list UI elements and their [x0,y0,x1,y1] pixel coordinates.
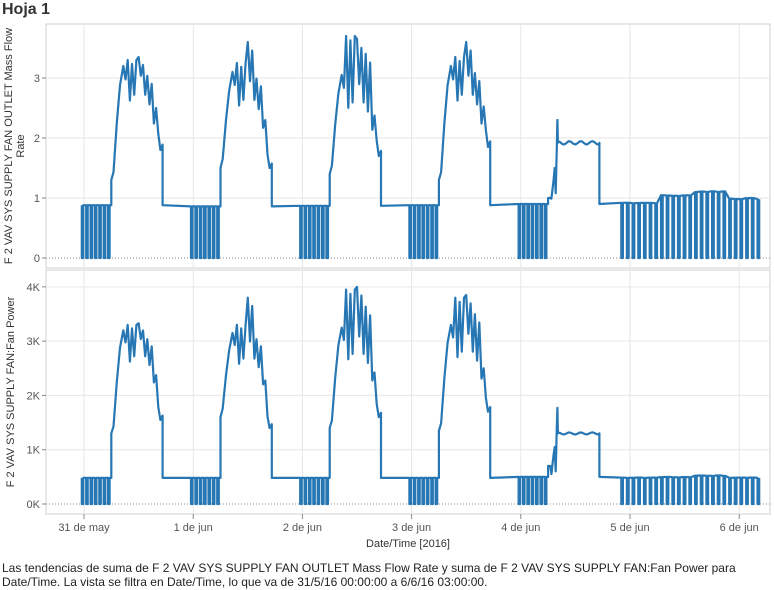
x-tick-label: 2 de jun [283,522,322,534]
panel-1: 0 1 2 3 F 2 VAV SYS SUPPLY FAN OUTLET Mass F… [3,23,771,269]
x-tick-label: 6 de jun [720,522,759,534]
y-axis-title: F 2 VAV SYS SUPPLY FAN OUTLET Mass Flow [3,28,15,264]
y-tick-label: 2 [34,133,40,145]
dual-axis-line-chart: 0 1 2 3 F 2 VAV SYS SUPPLY FAN OUTLET Mass F… [3,23,771,550]
sheet-title: Hoja 1 [2,1,51,18]
y-tick-label: 1K [27,445,41,457]
chart-caption: Las tendencias de suma de F 2 VAV SYS SU… [2,561,736,589]
y-tick-label: 0K [27,499,41,511]
y-axis-title: F 2 VAV SYS SUPPLY FAN:Fan Power [5,296,17,487]
panel-border [45,269,771,515]
x-tick-label: 5 de jun [610,522,649,534]
y-axis-title: Rate [15,134,27,157]
x-axis-title: Date/Time [2016] [366,538,450,550]
x-tick-label: 1 de jun [174,522,213,534]
y-tick-label: 2K [27,390,41,402]
y-tick-label: 1 [34,193,40,205]
panel-2: 0K 1K 2K 3K 4K F 2 VAV SYS SUPPLY FAN:Fan Pow… [5,269,771,515]
y-tick-label: 0 [34,253,40,265]
x-tick-label: 3 de jun [392,522,431,534]
series-line [80,285,761,506]
x-tick-label: 4 de jun [501,522,540,534]
x-axis: 31 de may 1 de jun 2 de jun 3 de jun 4 de ju… [58,514,759,550]
y-tick-label: 3K [27,336,41,348]
y-tick-label: 3 [34,73,40,85]
series-line [80,34,761,260]
y-tick-label: 4K [27,282,41,294]
x-tick-label: 31 de may [58,522,110,534]
panel-border [45,23,771,269]
